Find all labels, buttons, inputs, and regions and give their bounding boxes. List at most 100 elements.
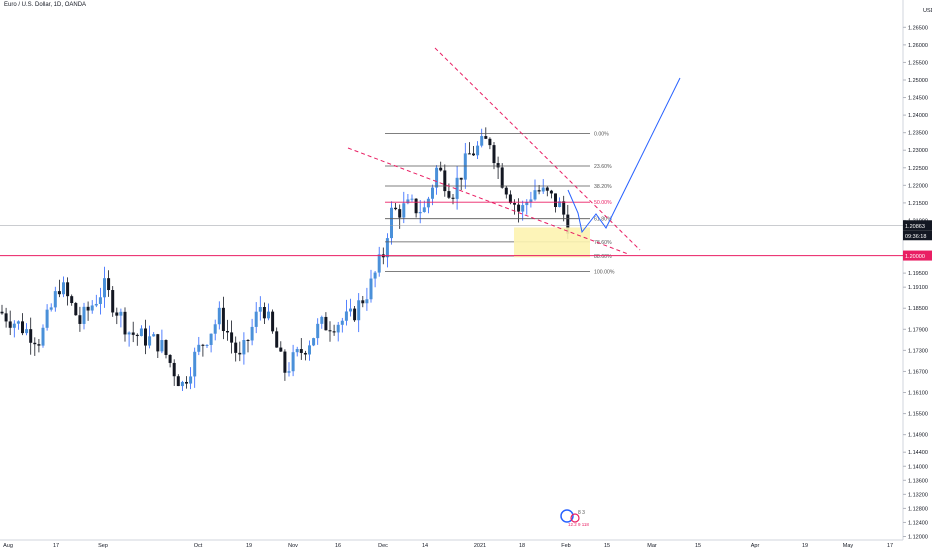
- candle-body: [135, 334, 139, 337]
- price-tick-label: 1.14900: [908, 433, 928, 439]
- time-tick-label: 19: [802, 543, 808, 549]
- time-tick-label: Nov: [288, 543, 298, 549]
- candle-body: [4, 313, 8, 322]
- candle-body: [275, 331, 279, 348]
- candle-body: [98, 297, 102, 304]
- candle-body: [406, 199, 410, 204]
- candle-body: [66, 282, 70, 297]
- candle-body: [25, 329, 29, 334]
- candle-body: [328, 330, 332, 332]
- candle-body: [390, 207, 393, 239]
- candle-body: [86, 306, 90, 311]
- time-tick-label: 18: [519, 543, 525, 549]
- candle-body: [82, 306, 86, 324]
- candle-body: [369, 278, 373, 300]
- candle-body: [262, 307, 266, 319]
- candle-body: [394, 207, 398, 210]
- fib-level-label: 100.00%: [594, 269, 615, 275]
- fib-level-label: 0.00%: [594, 131, 609, 137]
- candle-body: [357, 300, 361, 321]
- candle-body: [254, 311, 258, 327]
- candle-body: [373, 272, 377, 279]
- candle-body: [537, 190, 541, 192]
- candle-body: [340, 320, 344, 325]
- candle-body: [492, 145, 496, 164]
- candle-body: [230, 332, 234, 343]
- price-tick-label: 1.14400: [908, 450, 928, 456]
- candle-body: [467, 153, 471, 155]
- candle-body: [312, 338, 316, 346]
- candle-body: [53, 291, 57, 308]
- price-tick-label: 1.25500: [908, 60, 928, 66]
- fib-level-label: 61.80%: [594, 217, 612, 223]
- candle-body: [447, 191, 451, 198]
- fib-level-label: 38.20%: [594, 184, 612, 190]
- candle-body: [377, 254, 381, 273]
- time-tick-label: 2021: [474, 543, 486, 549]
- candle-body: [45, 309, 49, 328]
- candle-body: [221, 307, 225, 332]
- candle-body: [164, 340, 168, 355]
- candle-body: [504, 187, 508, 195]
- candle-body: [476, 145, 480, 156]
- candle-body: [414, 198, 418, 214]
- candle-body: [332, 331, 336, 333]
- time-tick-label: 19: [246, 543, 252, 549]
- candle-body: [213, 324, 217, 334]
- candle-body: [57, 291, 61, 295]
- candle-body: [0, 311, 4, 314]
- lower-trendline: [347, 147, 629, 255]
- candle-body: [49, 307, 53, 310]
- candle-body: [180, 381, 184, 387]
- countdown-value: 09:36:18: [905, 234, 926, 240]
- candle-body: [295, 349, 299, 353]
- price-tick-label: 1.19100: [908, 285, 928, 291]
- candle-body: [242, 340, 246, 355]
- candle-body: [431, 187, 434, 199]
- candle-body: [299, 349, 303, 353]
- candle-body: [545, 187, 549, 191]
- candle-body: [521, 205, 525, 212]
- candle-body: [500, 167, 504, 188]
- candle-body: [185, 381, 188, 384]
- price-tick-label: 1.24000: [908, 113, 928, 119]
- candle-body: [238, 352, 242, 355]
- fib-level-label: 88.60%: [594, 254, 612, 260]
- candle-body: [558, 201, 562, 208]
- projection-path: [567, 77, 681, 234]
- candle-body: [148, 336, 152, 346]
- price-tick-label: 1.26000: [908, 43, 928, 49]
- candle-body: [226, 331, 229, 333]
- watermark-text: 8 3: [578, 510, 585, 516]
- currency-label: USD: [923, 8, 932, 14]
- candle-body: [144, 328, 147, 346]
- candle-body: [320, 316, 324, 324]
- candle-body: [119, 311, 123, 316]
- price-tick-label: 1.26500: [908, 25, 928, 31]
- candle-body: [176, 376, 180, 387]
- watermark-logo-icon: [570, 513, 580, 523]
- time-tick-label: Sep: [98, 543, 108, 549]
- candle-body: [217, 307, 221, 325]
- candle-body: [455, 177, 459, 199]
- price-tick-label: 1.16100: [908, 391, 928, 397]
- price-tick-label: 1.22500: [908, 166, 928, 172]
- price-tick-label: 1.16700: [908, 369, 928, 375]
- time-tick-label: Oct: [194, 543, 203, 549]
- candle-body: [443, 170, 447, 192]
- candle-body: [123, 311, 127, 335]
- price-tick-label: 1.12400: [908, 520, 928, 526]
- time-tick-label: Feb: [561, 543, 570, 549]
- candle-body: [353, 308, 357, 321]
- candle-body: [459, 177, 463, 180]
- candle-body: [111, 290, 115, 313]
- support-price-marker: [903, 250, 932, 261]
- time-tick-label: Aug: [3, 543, 13, 549]
- price-tick-label: 1.18500: [908, 306, 928, 312]
- candle-body: [554, 193, 557, 208]
- candle-body: [78, 315, 82, 324]
- candle-body: [193, 351, 197, 377]
- candle-body: [90, 305, 94, 311]
- candle-body: [439, 167, 443, 171]
